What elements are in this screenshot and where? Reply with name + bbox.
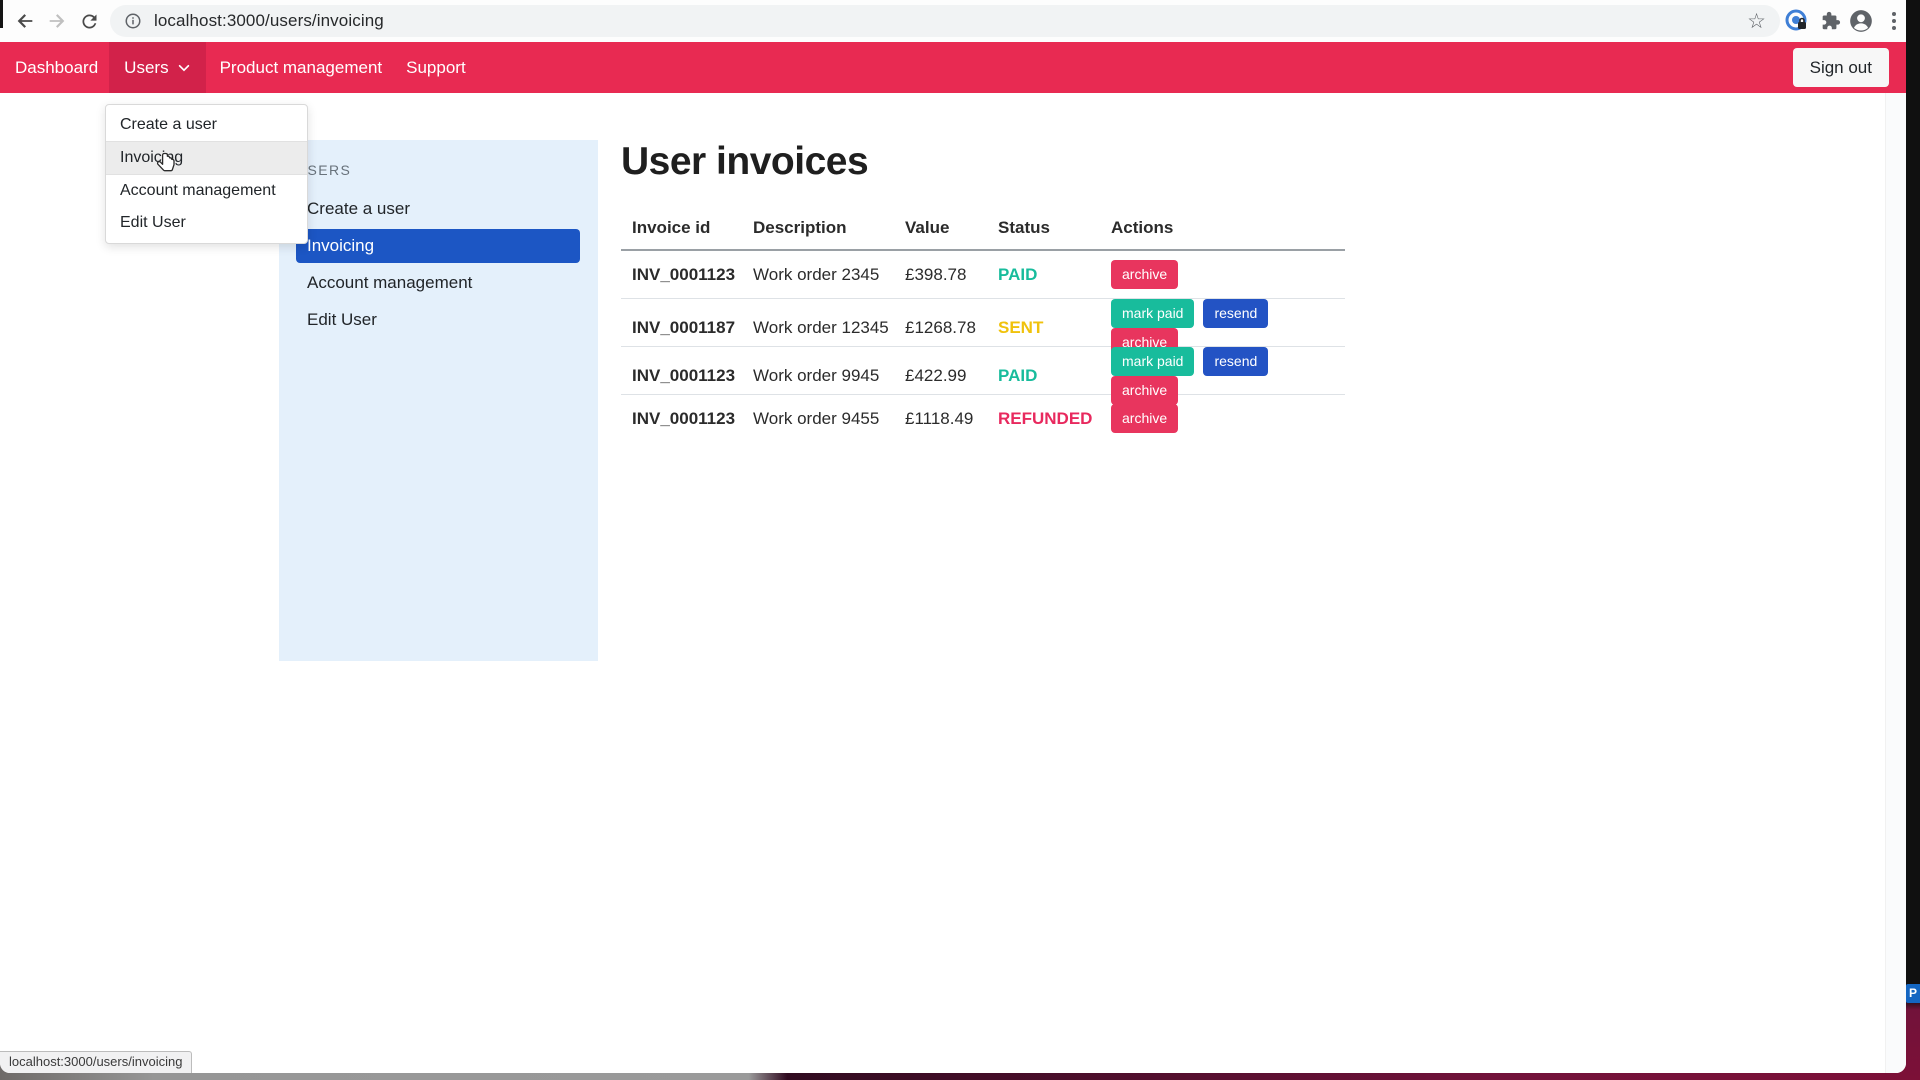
dropdown-item-create-a-user[interactable]: Create a user	[120, 116, 217, 133]
sidebar-heading: USERS	[296, 162, 352, 178]
invoice-id-cell: INV_0001123	[632, 408, 736, 428]
value-cell: £398.78	[905, 264, 967, 284]
sidebar-item-invoicing[interactable]: Invoicing	[296, 229, 580, 263]
sidebar-item-account-management[interactable]: Account management	[307, 273, 473, 292]
profile-avatar-icon[interactable]	[1847, 7, 1875, 35]
background-window-badge: P	[1906, 984, 1920, 1003]
resend-button[interactable]: resend	[1203, 299, 1269, 328]
nav-item-label: Dashboard	[15, 57, 99, 77]
page-title: User invoices	[621, 140, 869, 183]
invoice-row: INV_0001187 Work order 12345 £1268.78 SENT m…	[621, 299, 1345, 357]
table-header-row: Invoice id Description Value Status Actions	[621, 218, 1345, 251]
archive-button[interactable]: archive	[1111, 404, 1179, 433]
sign-out-button[interactable]: Sign out	[1792, 48, 1889, 87]
dropdown-item-account-management[interactable]: Account management	[120, 182, 276, 199]
sidebar: USERS Create a user Invoicing Account mana…	[279, 140, 598, 661]
dropdown-item-invoicing[interactable]: Invoicing	[106, 141, 307, 175]
scrollbar-track[interactable]	[1885, 93, 1906, 1073]
nav-item-users[interactable]: Users	[109, 42, 206, 93]
actions-cell: archive	[1111, 260, 1345, 289]
back-icon[interactable]	[12, 8, 38, 34]
value-cell: £1118.49	[905, 408, 974, 428]
column-header: Actions	[1111, 218, 1174, 237]
nav-item-label: Users	[124, 57, 169, 77]
invoice-row: INV_0001123 Work order 2345 £398.78 PAID arc…	[621, 251, 1345, 299]
nav-item-label: Support	[406, 57, 466, 77]
description-cell: Work order 2345	[753, 264, 880, 284]
invoice-id-cell: INV_0001187	[632, 317, 736, 337]
hand-pointer-cursor	[156, 152, 175, 172]
desktop-edge-top-left	[0, 0, 3, 28]
status-cell: REFUNDED	[998, 408, 1093, 428]
url-address-bar[interactable]: localhost:3000/users/invoicing ☆	[110, 5, 1780, 37]
nav-item-support[interactable]: Support	[406, 58, 466, 78]
mark-paid-button[interactable]: mark paid	[1111, 299, 1195, 328]
privacy-extension-icon[interactable]	[1783, 7, 1811, 35]
nav-item-dashboard[interactable]: Dashboard	[15, 58, 98, 78]
archive-button[interactable]: archive	[1111, 375, 1179, 405]
browser-toolbar: localhost:3000/users/invoicing ☆	[0, 0, 1906, 42]
invoice-id-cell: INV_0001123	[632, 264, 736, 284]
resend-button[interactable]: resend	[1203, 347, 1269, 376]
description-cell: Work order 9945	[753, 365, 880, 385]
chevron-down-icon	[178, 64, 189, 71]
mark-paid-button[interactable]: mark paid	[1111, 347, 1195, 376]
desktop-edge-right	[1906, 0, 1920, 1080]
sidebar-item-edit-user[interactable]: Edit User	[307, 310, 377, 329]
dropdown-item-edit-user[interactable]: Edit User	[120, 214, 186, 231]
invoice-row: INV_0001123 Work order 9455 £1118.49 REFUND…	[621, 395, 1345, 442]
column-header: Value	[905, 218, 950, 237]
link-status-tooltip: localhost:3000/users/invoicing	[0, 1051, 193, 1073]
actions-cell: mark paid resendarchive	[1111, 299, 1345, 357]
value-cell: £1268.78	[905, 317, 976, 337]
invoice-row: INV_0001123 Work order 9945 £422.99 PAID mar…	[621, 347, 1345, 405]
bookmark-star-icon[interactable]: ☆	[1747, 9, 1766, 33]
sidebar-item-create-a-user[interactable]: Create a user	[307, 199, 410, 218]
archive-button[interactable]: archive	[1111, 260, 1179, 289]
reload-icon[interactable]	[76, 8, 102, 34]
app-navbar: Dashboard Users Product management Support	[0, 42, 1906, 93]
column-header: Status	[998, 218, 1050, 237]
info-icon[interactable]	[124, 12, 142, 30]
invoice-table: Invoice id Description Value Status Actions I…	[621, 218, 1345, 442]
url-text: localhost:3000/users/invoicing	[154, 11, 384, 30]
users-dropdown-menu: Create a user Invoicing Account management…	[105, 104, 308, 244]
actions-cell: mark paid resend archive	[1111, 347, 1345, 405]
actions-cell: archive	[1111, 404, 1345, 433]
description-cell: Work order 9455	[753, 408, 880, 428]
column-header: Description	[753, 218, 847, 237]
value-cell: £422.99	[905, 365, 967, 385]
status-cell: PAID	[998, 365, 1038, 385]
nav-item-product-management[interactable]: Product management	[220, 58, 383, 78]
forward-icon[interactable]	[44, 8, 70, 34]
menu-kebab-icon[interactable]	[1880, 7, 1906, 35]
status-cell: SENT	[998, 317, 1044, 337]
extensions-puzzle-icon[interactable]	[1816, 7, 1844, 35]
nav-item-label: Product management	[219, 57, 383, 77]
invoice-id-cell: INV_0001123	[632, 365, 736, 385]
description-cell: Work order 12345	[753, 317, 889, 337]
column-header: Invoice id	[632, 218, 711, 237]
status-cell: PAID	[998, 264, 1038, 284]
